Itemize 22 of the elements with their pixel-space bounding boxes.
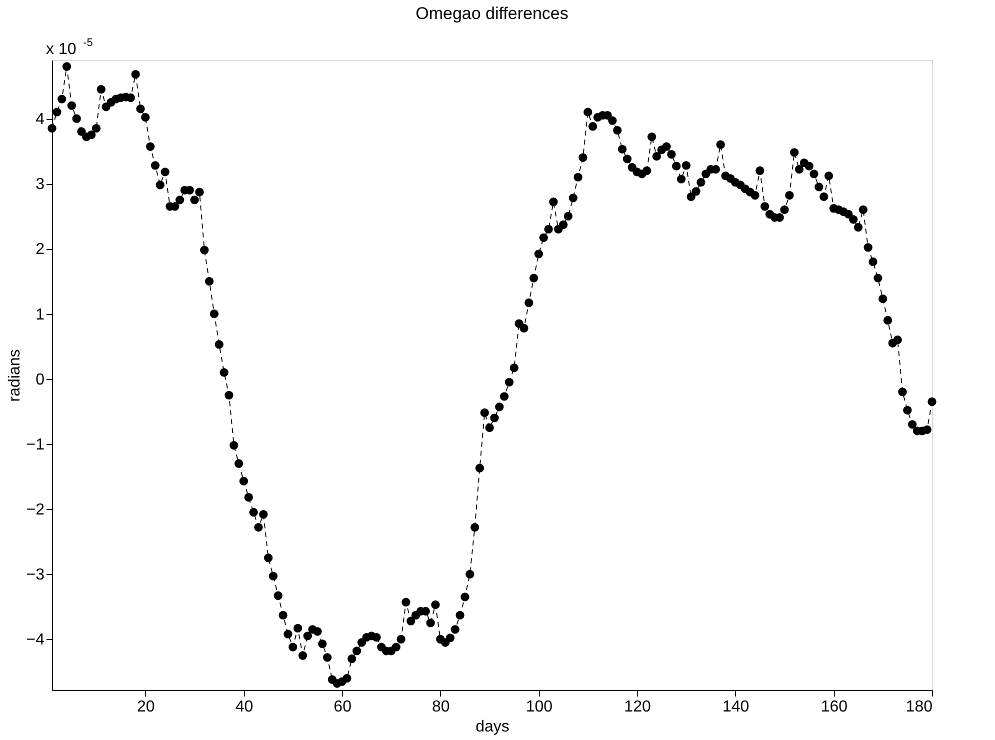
y-tick-label: 2 — [36, 241, 45, 258]
y-tick-label: 4 — [36, 111, 45, 128]
y-tick-label: 0 — [36, 371, 45, 388]
y-tick-label: 3 — [36, 176, 45, 194]
x-tick-label: 80 — [432, 698, 450, 716]
y-tick-label: −4 — [26, 632, 45, 649]
y-tick-label: 1 — [36, 306, 45, 324]
x-axis-title: days — [476, 718, 510, 736]
x-tick-label: 60 — [334, 698, 352, 716]
x-tick-label: 160 — [820, 698, 848, 716]
chart-title: Omegao differences — [416, 4, 568, 23]
y-tick-label: −3 — [26, 566, 45, 584]
x-tick-label: 100 — [526, 698, 553, 716]
text: x 10-5 — [46, 37, 93, 58]
x-tick-label: 120 — [624, 698, 651, 716]
y-axis-title: radians — [6, 349, 24, 402]
y-tick-label: −1 — [26, 436, 45, 454]
x-tick-label: 140 — [722, 698, 750, 716]
x-tick-label: 180 — [906, 698, 933, 716]
y-tick-label: −2 — [26, 502, 45, 519]
x-tick-label: 20 — [137, 698, 155, 716]
x-tick-label: 40 — [235, 698, 254, 716]
